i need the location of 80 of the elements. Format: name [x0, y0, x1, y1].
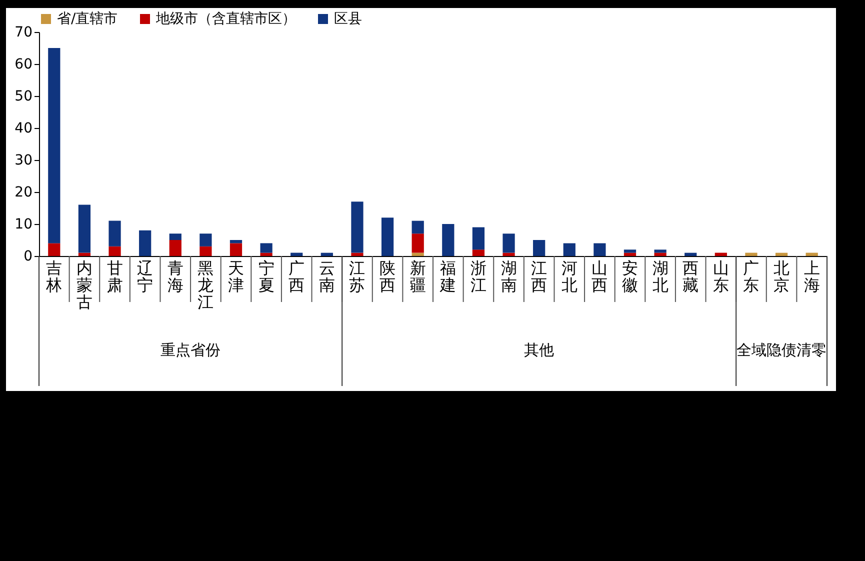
bar [169, 234, 182, 240]
bar [320, 252, 333, 256]
x-tick-label: 陕西 [380, 258, 396, 294]
bar [412, 234, 424, 253]
y-tick-label: 10 [14, 216, 32, 232]
bar [78, 204, 91, 253]
bar [230, 243, 242, 256]
x-tick-label: 黑龙江 [198, 258, 214, 312]
x-tick-label: 西藏 [682, 258, 699, 294]
bar [200, 234, 212, 246]
x-tick-label: 安徽 [622, 258, 638, 294]
bar [108, 246, 121, 256]
x-tick-label: 新疆 [410, 258, 426, 294]
y-tick-label: 50 [14, 88, 32, 104]
legend-label: 地级市（含直辖市区） [155, 11, 296, 27]
bar [48, 48, 60, 244]
x-tick-label: 北京 [774, 258, 790, 294]
x-tick-label: 内蒙古 [76, 258, 92, 312]
x-tick-label: 天津 [228, 258, 244, 294]
bar [412, 252, 424, 256]
bar [351, 202, 364, 253]
y-tick-label: 60 [14, 56, 32, 72]
x-tick-label: 浙江 [470, 258, 486, 294]
bar [775, 252, 788, 256]
bar [169, 240, 182, 256]
bar [806, 252, 818, 256]
x-tick-label: 湖南 [500, 258, 517, 294]
bar [502, 234, 515, 253]
bar [714, 252, 727, 256]
bar [654, 250, 666, 253]
bar [442, 224, 454, 256]
text: 其他 [524, 341, 554, 359]
bar [472, 250, 485, 256]
y-tick-label: 0 [24, 248, 32, 264]
x-tick-label: 甘肃 [106, 258, 123, 294]
bar [502, 252, 515, 256]
bar [472, 227, 485, 250]
x-tick-label: 广东 [743, 258, 760, 294]
bar [260, 252, 272, 256]
x-tick-label: 云南 [318, 258, 335, 294]
bar [381, 218, 394, 256]
bar [594, 243, 606, 256]
text: 重点省份 [160, 341, 221, 359]
y-tick-label: 20 [14, 184, 32, 200]
bar [139, 230, 152, 256]
legend-label: 区县 [334, 11, 362, 27]
text: 全域隐债清零 [736, 341, 827, 359]
bar [412, 220, 424, 234]
bar [624, 250, 636, 253]
x-tick-label: 江西 [531, 258, 548, 294]
y-tick-label: 70 [14, 24, 32, 40]
x-tick-label: 上海 [804, 258, 820, 294]
bar [745, 252, 758, 256]
bar [654, 252, 666, 256]
bar [260, 243, 272, 253]
bar [563, 243, 576, 256]
x-tick-label: 山西 [592, 258, 608, 294]
bar [533, 240, 546, 256]
x-tick-label: 宁夏 [258, 258, 274, 294]
bar [200, 246, 212, 256]
x-tick-label: 青海 [167, 258, 184, 294]
bar [108, 220, 121, 246]
x-tick-label: 吉林 [45, 258, 62, 294]
legend-label: 省/直辖市 [57, 11, 118, 27]
x-tick-label: 湖北 [652, 258, 668, 294]
x-tick-label: 广西 [288, 258, 305, 294]
bar [48, 243, 60, 256]
bar [684, 252, 697, 256]
bar [78, 252, 91, 256]
bar [624, 252, 636, 256]
y-tick-label: 30 [14, 152, 32, 168]
x-tick-label: 江苏 [349, 258, 366, 294]
x-tick-label: 山东 [712, 258, 729, 294]
bar [351, 252, 364, 256]
x-tick-label: 河北 [561, 258, 578, 294]
x-tick-label: 福建 [439, 258, 456, 294]
bar [230, 240, 242, 244]
x-tick-label: 辽宁 [137, 258, 154, 294]
y-tick-label: 40 [14, 120, 32, 136]
bar [290, 252, 303, 256]
